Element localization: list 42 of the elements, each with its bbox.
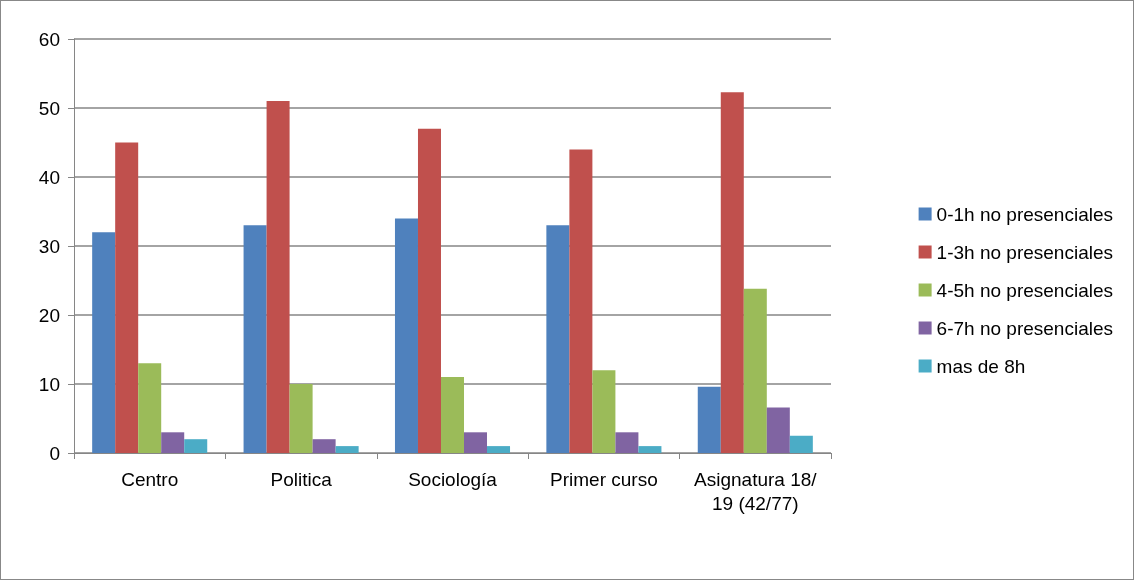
bar (92, 232, 116, 453)
x-tick-label: Primer curso (550, 468, 658, 490)
x-tick-label: Sociología (408, 468, 498, 490)
bar (394, 218, 418, 453)
bar (720, 92, 744, 453)
bar (592, 370, 616, 453)
legend-label: 6-7h no presenciales (936, 317, 1113, 339)
bar (115, 142, 139, 453)
x-tick-label: Centro (121, 468, 179, 490)
y-tick-label: 20 (38, 304, 60, 326)
legend-label: 1-3h no presenciales (936, 241, 1113, 263)
bar (440, 377, 465, 453)
legend-label: mas de 8h (936, 355, 1026, 377)
bar (138, 363, 162, 453)
x-tick-label: Asignatura 18/19 (42/77) (694, 468, 818, 514)
bar (789, 435, 813, 453)
legend-label: 4-5h no presenciales (936, 279, 1113, 301)
bar (615, 432, 639, 453)
bar (335, 446, 359, 453)
x-tick-label: Politica (270, 468, 333, 490)
bar (569, 149, 593, 453)
y-tick-label: 60 (38, 28, 60, 50)
bar (161, 432, 185, 453)
bar (638, 446, 662, 453)
bar (464, 432, 488, 453)
y-tick-label: 50 (38, 97, 60, 119)
y-tick-label: 40 (38, 166, 60, 188)
bar (243, 225, 267, 453)
legend-label: 0-1h no presenciales (936, 203, 1113, 225)
bar (546, 225, 570, 453)
bar (312, 439, 336, 453)
bar (766, 407, 790, 453)
y-tick-label: 30 (38, 235, 60, 257)
bar (266, 101, 290, 453)
bar (487, 446, 511, 453)
y-tick-label: 0 (49, 442, 60, 464)
bar (184, 439, 208, 453)
y-tick-label: 10 (38, 373, 60, 395)
bar (289, 384, 313, 453)
bar (417, 128, 441, 453)
bar (743, 288, 767, 453)
bar (697, 386, 721, 453)
